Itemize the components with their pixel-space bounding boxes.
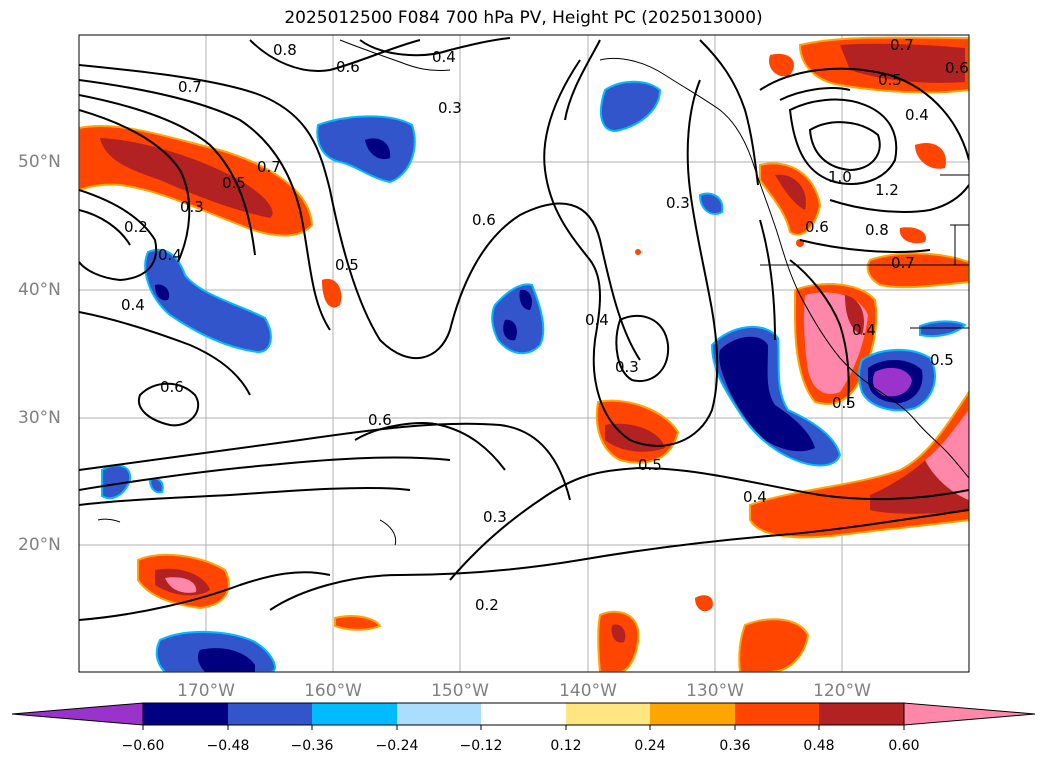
contour-label: 0.5	[335, 256, 359, 274]
lat-label: 50°N	[18, 152, 61, 172]
contour-label: 1.0	[828, 168, 852, 186]
coastlines	[97, 39, 969, 546]
contour-label: 0.3	[615, 358, 639, 376]
contour-label: 0.2	[124, 218, 148, 236]
colorbar	[11, 702, 1036, 730]
lat-label: 20°N	[18, 535, 61, 555]
colorbar-tick-label: −0.60	[121, 738, 165, 754]
colorbar-tick-label: 0.24	[634, 738, 666, 754]
lon-label: 120°W	[813, 681, 871, 701]
colorbar-tick-label: −0.48	[206, 738, 250, 754]
lon-label: 170°W	[177, 681, 235, 701]
contour-label: 0.4	[905, 106, 929, 124]
lon-label: 160°W	[304, 681, 362, 701]
contour-label: 0.3	[438, 99, 462, 117]
lon-label: 130°W	[686, 681, 744, 701]
colorbar-extend-high	[903, 702, 1036, 726]
contour-label: 0.5	[832, 394, 856, 412]
contour-label: 0.5	[638, 456, 662, 474]
contour-label: 0.6	[336, 58, 360, 76]
colorbar-extend-low	[11, 702, 144, 726]
contour-label: 0.7	[890, 36, 914, 54]
contour-label: 0.6	[805, 218, 829, 236]
height-contours	[79, 37, 969, 621]
contour-label: 0.6	[945, 59, 969, 77]
lon-label: 150°W	[431, 681, 489, 701]
contour-label: 0.4	[158, 246, 182, 264]
map-title: 2025012500 F084 700 hPa PV, Height PC (2…	[284, 8, 763, 28]
contour-label: 0.4	[852, 321, 876, 339]
colorbar-tick-label: −0.36	[290, 738, 334, 754]
contour-label: 1.2	[875, 181, 899, 199]
contour-label: 0.6	[160, 378, 184, 396]
contour-label: 0.7	[257, 158, 281, 176]
colorbar-tick-label: −0.12	[459, 738, 503, 754]
lat-label: 30°N	[18, 408, 61, 428]
contour-label: 0.3	[180, 198, 204, 216]
colorbar-tick-label: −0.24	[375, 738, 419, 754]
contour-label: 0.6	[368, 411, 392, 429]
colorbar-tick-label: 0.60	[888, 738, 920, 754]
lat-label: 40°N	[18, 280, 61, 300]
contour-label: 0.8	[273, 41, 297, 59]
contour-label: 0.5	[222, 174, 246, 192]
colorbar-tick-label: 0.12	[550, 738, 582, 754]
plot-frame	[78, 34, 970, 673]
contour-label: 0.4	[432, 48, 456, 66]
colorbar-tick-label: 0.48	[803, 738, 835, 754]
contour-labels: 0.8 0.6 0.4 0.7 0.3 0.7 0.5 0.6 0.4 0.7 …	[121, 36, 969, 614]
contour-label: 0.3	[666, 194, 690, 212]
contour-label: 0.8	[865, 221, 889, 239]
contour-label: 0.5	[878, 71, 902, 89]
lon-label: 140°W	[559, 681, 617, 701]
contour-label: 0.7	[178, 78, 202, 96]
positive-pv-fills	[79, 36, 969, 672]
colorbar-tick-label: 0.36	[719, 738, 751, 754]
contour-label: 0.2	[475, 596, 499, 614]
contour-label: 0.6	[472, 211, 496, 229]
contour-label: 0.7	[891, 254, 915, 272]
contour-label: 0.5	[930, 351, 954, 369]
contour-label: 0.3	[483, 508, 507, 526]
contour-label: 0.4	[743, 488, 767, 506]
contour-label: 0.4	[121, 296, 145, 314]
contour-label: 0.4	[585, 311, 609, 329]
